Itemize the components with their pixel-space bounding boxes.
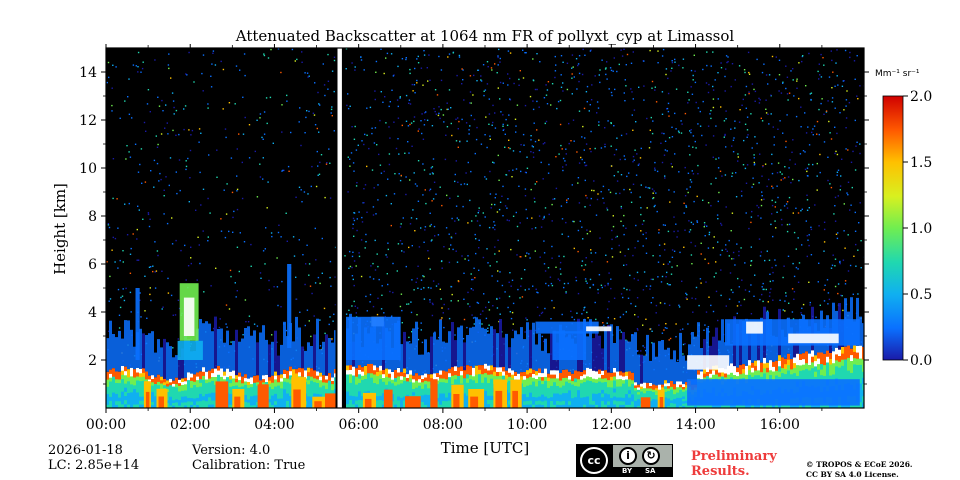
y-tick-label: 10 [79, 161, 97, 177]
y-tick-label: 14 [79, 65, 97, 81]
preliminary-line-1: Preliminary [691, 449, 777, 464]
preliminary-results-note: Preliminary Results. [691, 449, 777, 479]
x-tick-label: 00:00 [86, 417, 126, 433]
cc-sa-label: SA [645, 467, 656, 475]
x-tick-label: 02:00 [170, 417, 210, 433]
footer-date: 2026-01-18 [48, 443, 123, 458]
colorbar-tick-label: 2.0 [910, 89, 932, 105]
aerosol-layers [135, 264, 860, 406]
x-axis-label: Time [UTC] [441, 439, 530, 457]
x-tick-label: 14:00 [675, 417, 715, 433]
x-tick-label: 10:00 [507, 417, 547, 433]
x-tick-label: 12:00 [591, 417, 631, 433]
colorbar [882, 95, 904, 361]
footer-calibration: Calibration: True [192, 458, 306, 473]
y-tick-label: 4 [88, 305, 97, 321]
footer-version: Version: 4.0 [192, 443, 271, 458]
cc-by-label: BY [622, 467, 633, 475]
colorbar-unit: Mm⁻¹ sr⁻¹ [875, 69, 920, 79]
y-tick-label: 8 [88, 209, 97, 225]
x-tick-label: 06:00 [338, 417, 378, 433]
x-tick-label: 04:00 [254, 417, 294, 433]
preliminary-line-2: Results. [691, 464, 750, 479]
colorbar-tick-label: 0.5 [910, 287, 932, 303]
creative-commons-icon: cc [580, 447, 608, 474]
cc-license-badge: cc i ↻ BY SA [576, 444, 673, 477]
copyright-line-2: CC BY SA 4.0 License. [806, 470, 899, 479]
y-tick-label: 12 [79, 113, 97, 129]
y-tick-label: 6 [88, 257, 97, 273]
copyright-note: © TROPOS & ECoE 2026. CC BY SA 4.0 Licen… [806, 460, 913, 480]
footer-lc: LC: 2.85e+14 [48, 458, 140, 473]
chart-title: Attenuated Backscatter at 1064 nm FR of … [235, 27, 735, 45]
copyright-line-1: © TROPOS & ECoE 2026. [806, 460, 913, 469]
x-tick-label: 16:00 [760, 417, 800, 433]
attribution-person-icon: i [619, 447, 637, 465]
y-tick-label: 2 [88, 353, 97, 369]
y-axis-label: Height [km] [51, 183, 69, 275]
no-data-gap-stripe [337, 48, 342, 408]
x-tick-label: 08:00 [423, 417, 463, 433]
share-alike-icon: ↻ [642, 447, 660, 465]
colorbar-tick-label: 1.5 [910, 155, 932, 171]
colorbar-tick-label: 1.0 [910, 221, 932, 237]
colorbar-tick-label: 0.0 [910, 353, 932, 369]
